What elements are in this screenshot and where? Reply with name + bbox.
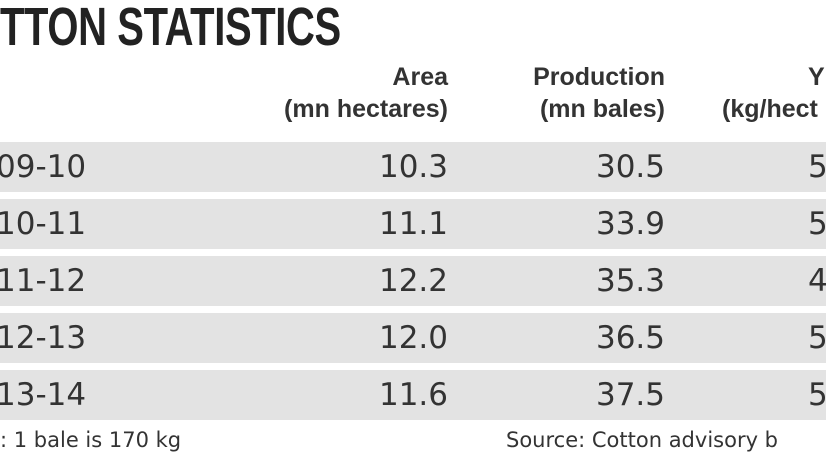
row-label: 12-13 <box>0 320 87 356</box>
cell-value: 12.2 <box>378 263 448 299</box>
title: TTON STATISTICS <box>0 0 341 57</box>
cell-value: 35.3 <box>595 263 665 299</box>
cell-value: 30.5 <box>595 149 665 185</box>
cell-value: 5 <box>808 206 826 242</box>
cell-value: 36.5 <box>595 320 665 356</box>
cell-value: 5 <box>808 320 826 356</box>
cell-value: 5 <box>808 149 826 185</box>
column-header: (mn hectares) <box>284 95 448 123</box>
cell-value: 11.1 <box>378 206 448 242</box>
row-band <box>0 142 826 192</box>
row-label: 09-10 <box>0 149 87 185</box>
row-label: 10-11 <box>0 206 87 242</box>
column-header: Y <box>808 63 825 91</box>
source-note: Source: Cotton advisory b <box>506 428 779 452</box>
cell-value: 11.6 <box>378 377 448 413</box>
row-band <box>0 199 826 249</box>
row-band <box>0 313 826 363</box>
column-header: (kg/hect <box>722 95 818 123</box>
cell-value: 33.9 <box>595 206 665 242</box>
row-label: 11-12 <box>0 263 87 299</box>
cell-value: 4 <box>808 263 826 299</box>
column-header: Area <box>392 63 448 91</box>
column-header: (mn bales) <box>539 95 665 123</box>
row-band <box>0 370 826 420</box>
cell-value: 5 <box>808 377 826 413</box>
footnote: : 1 bale is 170 kg <box>0 428 182 452</box>
cell-value: 10.3 <box>378 149 448 185</box>
cell-value: 12.0 <box>378 320 448 356</box>
row-label: 13-14 <box>0 377 87 413</box>
cell-value: 37.5 <box>595 377 665 413</box>
row-band <box>0 256 826 306</box>
column-header: Production <box>533 63 665 91</box>
